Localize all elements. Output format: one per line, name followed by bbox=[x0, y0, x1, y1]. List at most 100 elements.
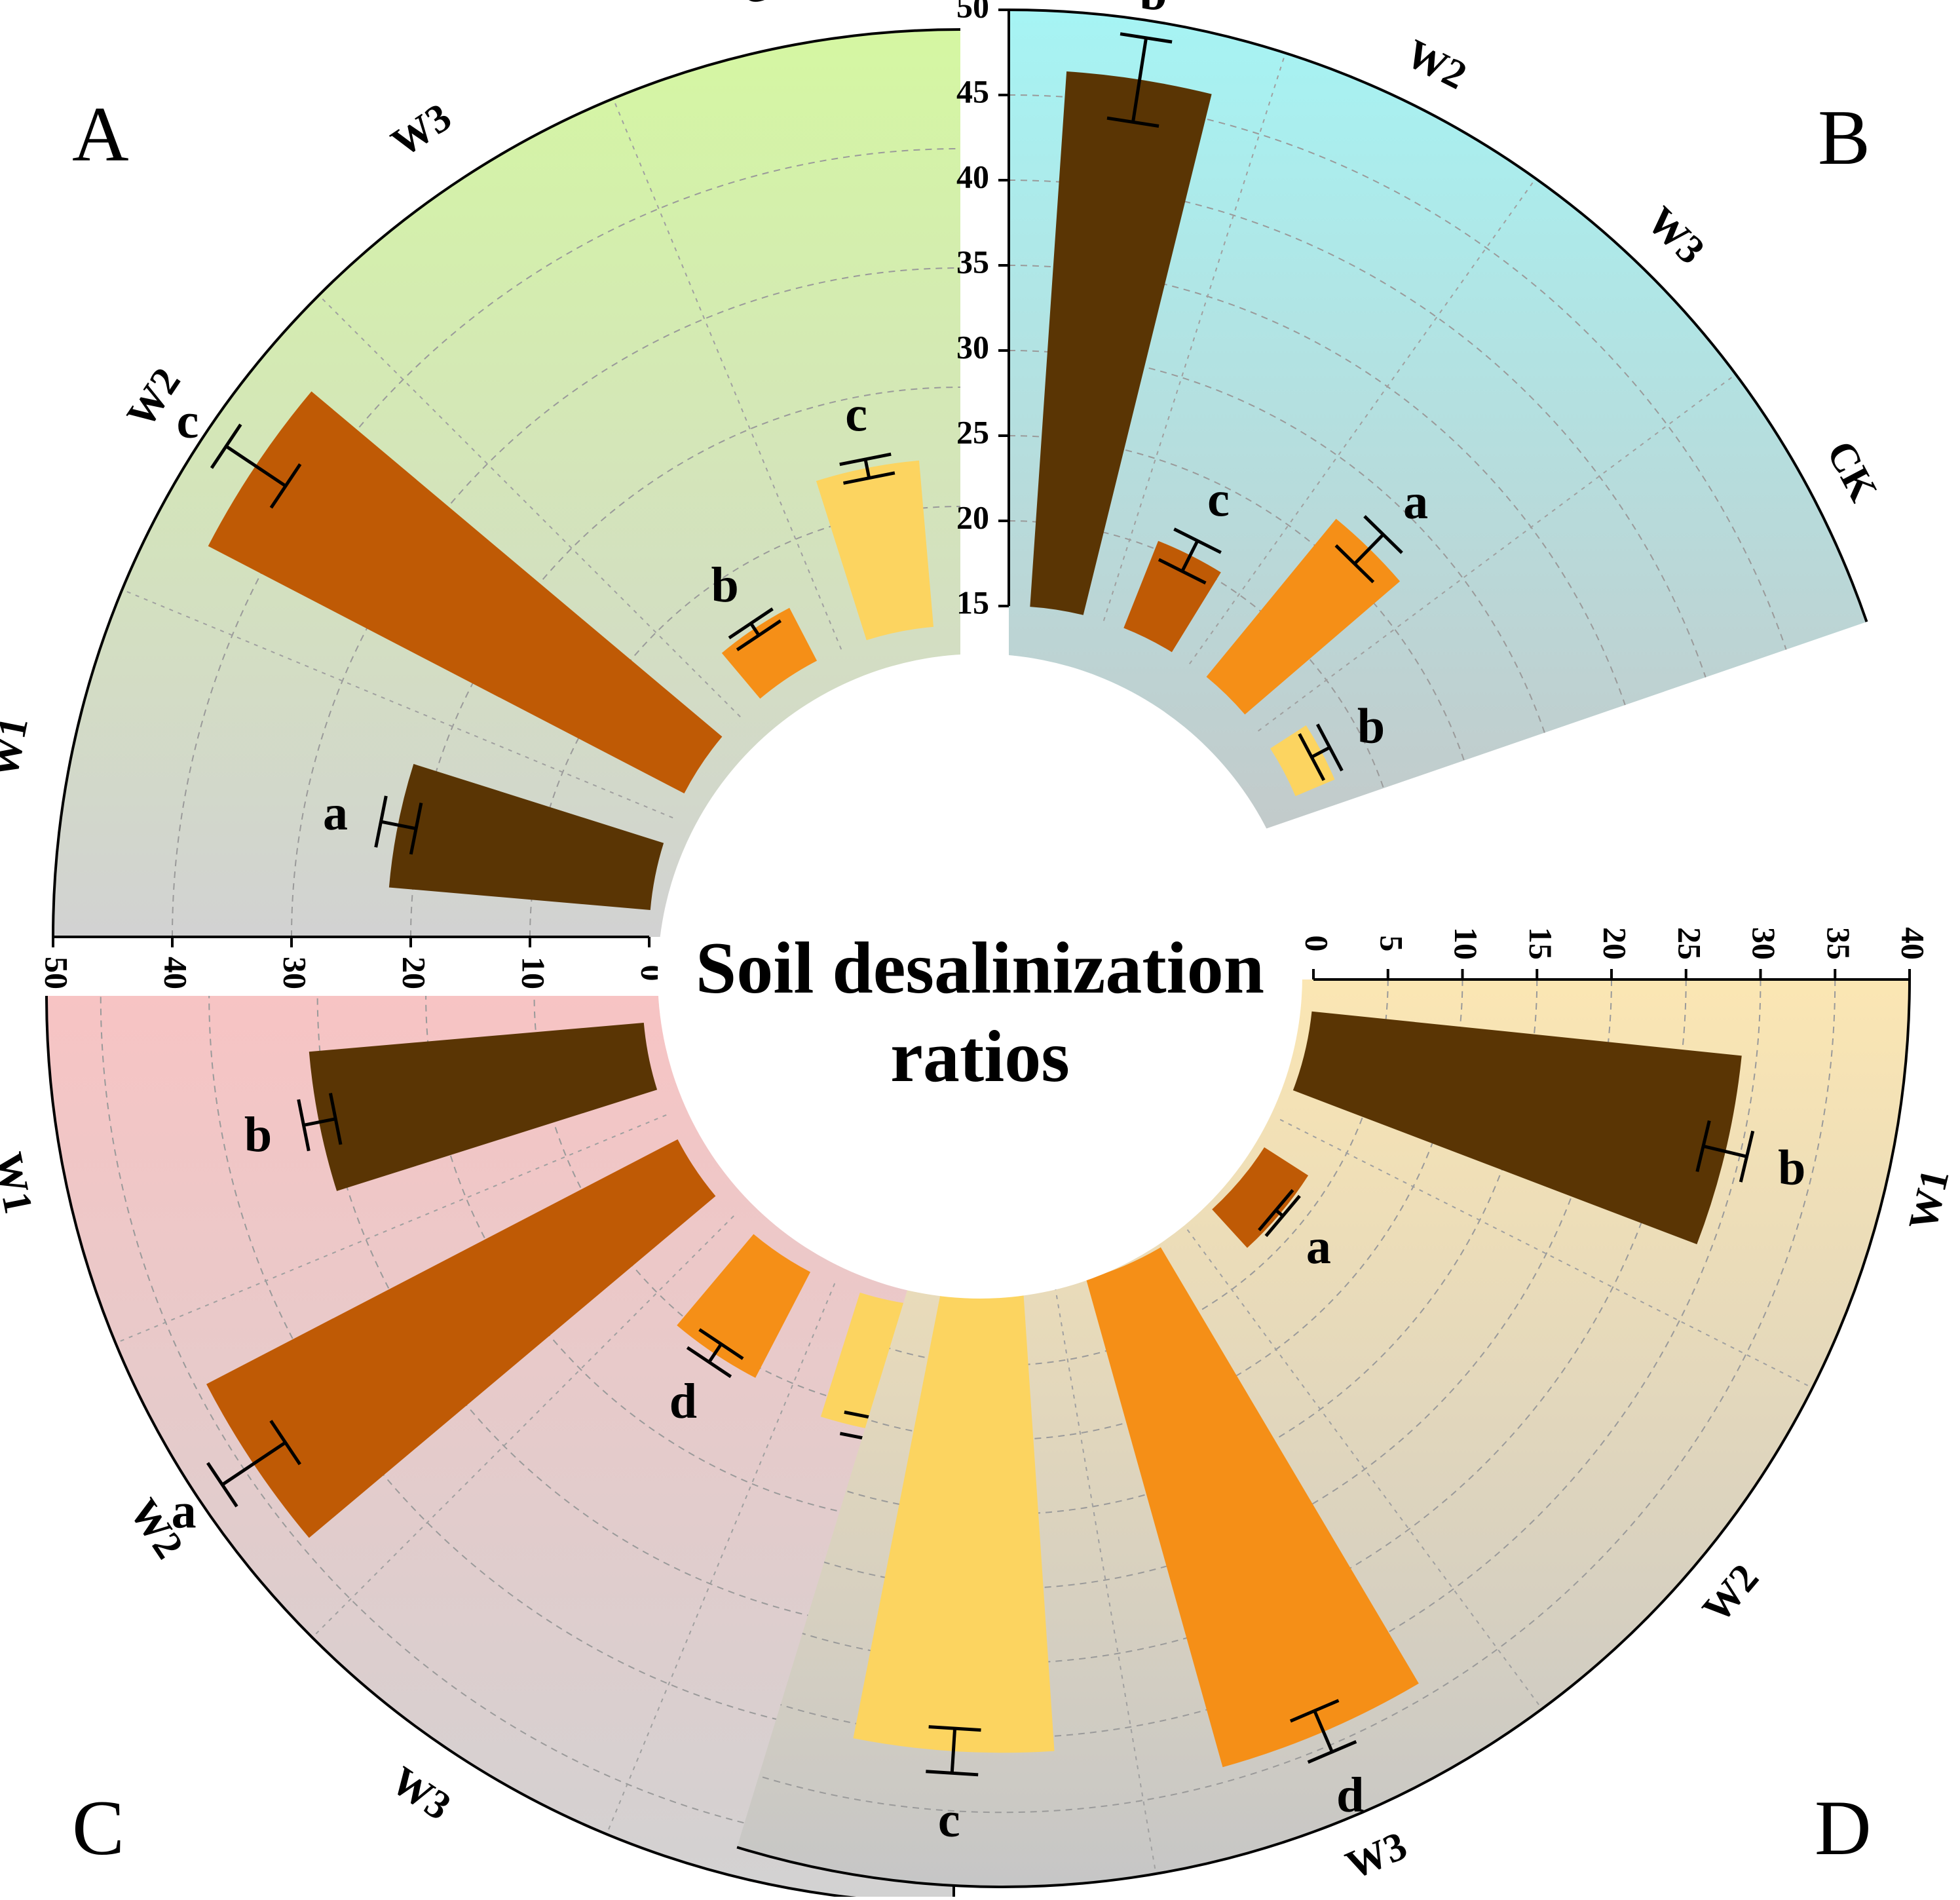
tick-label: 30 bbox=[1746, 927, 1782, 960]
category-label: W3 bbox=[384, 95, 459, 166]
grid-arc bbox=[759, 979, 1836, 1814]
error-bar bbox=[1334, 515, 1403, 584]
error-bar bbox=[374, 795, 423, 855]
panel-b: bW1cW2aW3bCK1520253035404550B bbox=[956, 0, 1886, 917]
panel-letter: C bbox=[72, 1784, 124, 1871]
grid-spoke bbox=[1189, 178, 1537, 664]
grid-spoke bbox=[122, 589, 673, 819]
grid-spoke bbox=[606, 1283, 836, 1834]
error-bar bbox=[297, 1093, 343, 1152]
tick-label: 25 bbox=[1671, 927, 1708, 960]
grid-spoke bbox=[1257, 373, 1737, 732]
grid-spoke bbox=[311, 1215, 734, 1639]
panel-letter: B bbox=[1818, 94, 1870, 181]
tick-label: 30 bbox=[956, 328, 989, 365]
error-bar bbox=[1258, 1188, 1301, 1238]
outer-arc bbox=[45, 995, 895, 1900]
outer-arc bbox=[52, 28, 961, 938]
chart-title-line-2: ratios bbox=[890, 1016, 1070, 1097]
grid-arc bbox=[208, 995, 954, 1741]
grid-spoke bbox=[1054, 1285, 1157, 1874]
outer-arc bbox=[1008, 9, 1868, 622]
error-bar bbox=[1289, 1699, 1357, 1764]
tick-label: 40 bbox=[1895, 927, 1932, 960]
error-bar bbox=[1106, 32, 1173, 128]
bar-w1 bbox=[388, 764, 664, 911]
significance-label: c bbox=[845, 387, 867, 442]
bar-w2 bbox=[1123, 541, 1221, 653]
error-bar bbox=[839, 452, 895, 485]
significance-label: c bbox=[177, 394, 199, 449]
outer-arc bbox=[736, 979, 1911, 1888]
category-label: W2 bbox=[1694, 1556, 1767, 1631]
panel-letter: A bbox=[72, 90, 129, 178]
bar-w3 bbox=[721, 607, 818, 699]
significance-label: b bbox=[1778, 1141, 1805, 1196]
category-label: W2 bbox=[1399, 31, 1474, 98]
error-bar bbox=[1158, 527, 1222, 585]
grid-spoke bbox=[1102, 52, 1287, 621]
tick-label: 50 bbox=[956, 0, 989, 24]
significance-label: a bbox=[172, 1483, 197, 1538]
tick-label: 15 bbox=[1522, 927, 1559, 960]
panel-a: aW1cW2bW3cCK01020304050A bbox=[0, 0, 961, 989]
tick-label: 15 bbox=[956, 584, 989, 620]
significance-label: d bbox=[669, 1374, 697, 1429]
grid-arc bbox=[316, 995, 954, 1633]
grid-spoke bbox=[115, 1114, 667, 1344]
bar-ck bbox=[853, 1285, 1055, 1753]
tick-label: 20 bbox=[1597, 927, 1634, 960]
significance-label: b bbox=[1139, 0, 1167, 20]
tick-label: 0 bbox=[1299, 936, 1336, 952]
error-bar bbox=[1298, 723, 1344, 782]
bar-w1 bbox=[1292, 1011, 1742, 1245]
tick-label: 40 bbox=[158, 957, 195, 989]
panel-letter: D bbox=[1815, 1784, 1872, 1871]
category-label: W3 bbox=[383, 1758, 459, 1829]
significance-label: a bbox=[323, 786, 348, 841]
grid-spoke bbox=[1279, 1118, 1813, 1389]
category-label: W1 bbox=[0, 713, 37, 782]
tick-label: 10 bbox=[1448, 927, 1484, 960]
error-bar bbox=[926, 1725, 981, 1777]
tick-label: 35 bbox=[956, 243, 989, 280]
bar-w1 bbox=[1030, 71, 1212, 615]
bar-ck bbox=[816, 460, 934, 641]
category-label: CK bbox=[737, 0, 805, 13]
error-bar bbox=[728, 607, 782, 651]
significance-label: a bbox=[1306, 1219, 1331, 1274]
chart-title-line-1: Soil desalinization bbox=[696, 928, 1264, 1009]
significance-label: c bbox=[1207, 472, 1230, 527]
error-bar bbox=[686, 1328, 744, 1378]
bar-w3 bbox=[677, 1234, 811, 1378]
category-label: CK bbox=[1818, 434, 1886, 508]
tick-label: 35 bbox=[1820, 927, 1857, 960]
bar-w2 bbox=[208, 391, 723, 794]
tick-label: 20 bbox=[956, 499, 989, 535]
tick-label: 40 bbox=[956, 158, 989, 195]
significance-label: b bbox=[244, 1107, 272, 1162]
grid-spoke bbox=[318, 294, 741, 717]
category-label: W1 bbox=[1900, 1165, 1958, 1234]
tick-label: 5 bbox=[1373, 936, 1410, 952]
tick-label: 50 bbox=[39, 957, 75, 989]
significance-label: b bbox=[711, 558, 738, 613]
tick-label: 30 bbox=[277, 957, 314, 989]
bar-w3 bbox=[1206, 518, 1401, 715]
panel-background bbox=[47, 996, 954, 1900]
error-bar bbox=[206, 1420, 301, 1508]
grid-spoke bbox=[1186, 1229, 1543, 1709]
tick-label: 10 bbox=[516, 957, 552, 989]
significance-label: d bbox=[1336, 1768, 1364, 1823]
grid-arc bbox=[291, 267, 961, 938]
error-bar bbox=[210, 423, 302, 509]
bar-w2 bbox=[1212, 1147, 1309, 1248]
grid-spoke bbox=[612, 98, 842, 650]
center-hole bbox=[658, 654, 1302, 1299]
category-label: W3 bbox=[1638, 199, 1713, 273]
significance-label: b bbox=[1357, 699, 1385, 754]
error-bar bbox=[1695, 1120, 1755, 1183]
tick-label: 20 bbox=[396, 957, 433, 989]
